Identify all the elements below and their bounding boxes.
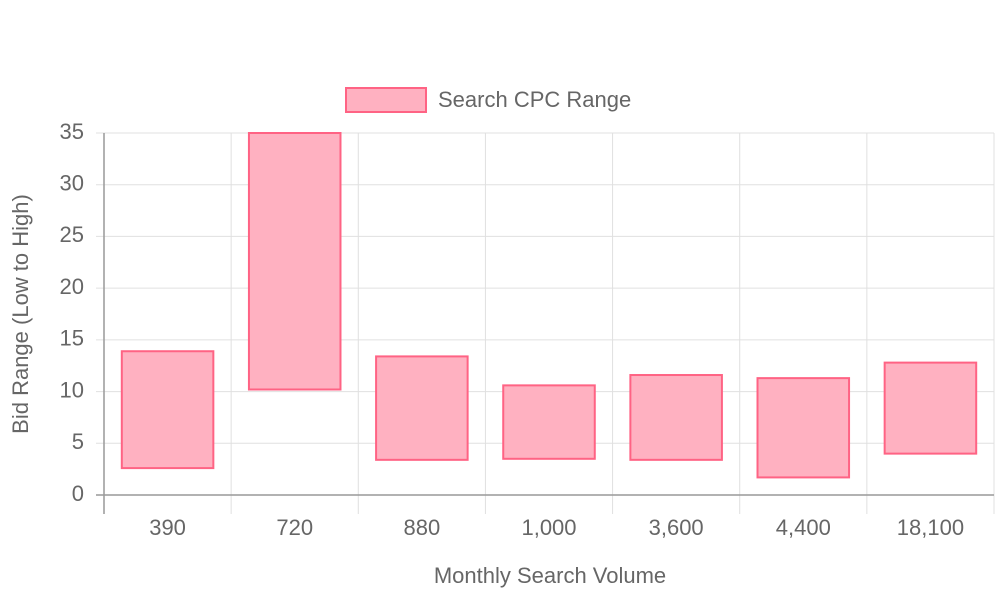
bar [629,374,723,461]
x-tick-label: 880 [403,515,440,540]
bar [883,361,978,455]
x-tick-label: 720 [276,515,313,540]
x-tick-label: 390 [149,515,186,540]
bar [756,377,851,479]
bar [375,355,469,461]
legend-swatch[interactable] [345,87,427,113]
y-tick-label: 15 [60,326,84,351]
y-tick-label: 0 [72,481,84,506]
x-tick-label: 4,400 [776,515,831,540]
y-tick-label: 30 [60,171,84,196]
y-axis-title: Bid Range (Low to High) [8,194,33,434]
x-tick-label: 3,600 [649,515,704,540]
bar [247,132,342,391]
y-tick-label: 10 [60,377,84,402]
x-tick-label: 18,100 [897,515,964,540]
y-tick-label: 35 [60,119,84,144]
legend-label[interactable]: Search CPC Range [438,87,631,112]
y-tick-label: 25 [60,222,84,247]
bar [502,384,596,460]
y-tick-label: 5 [72,429,84,454]
x-tick-label: 1,000 [521,515,576,540]
x-axis-title: Monthly Search Volume [434,563,666,588]
bar [120,350,215,470]
y-tick-label: 20 [60,274,84,299]
